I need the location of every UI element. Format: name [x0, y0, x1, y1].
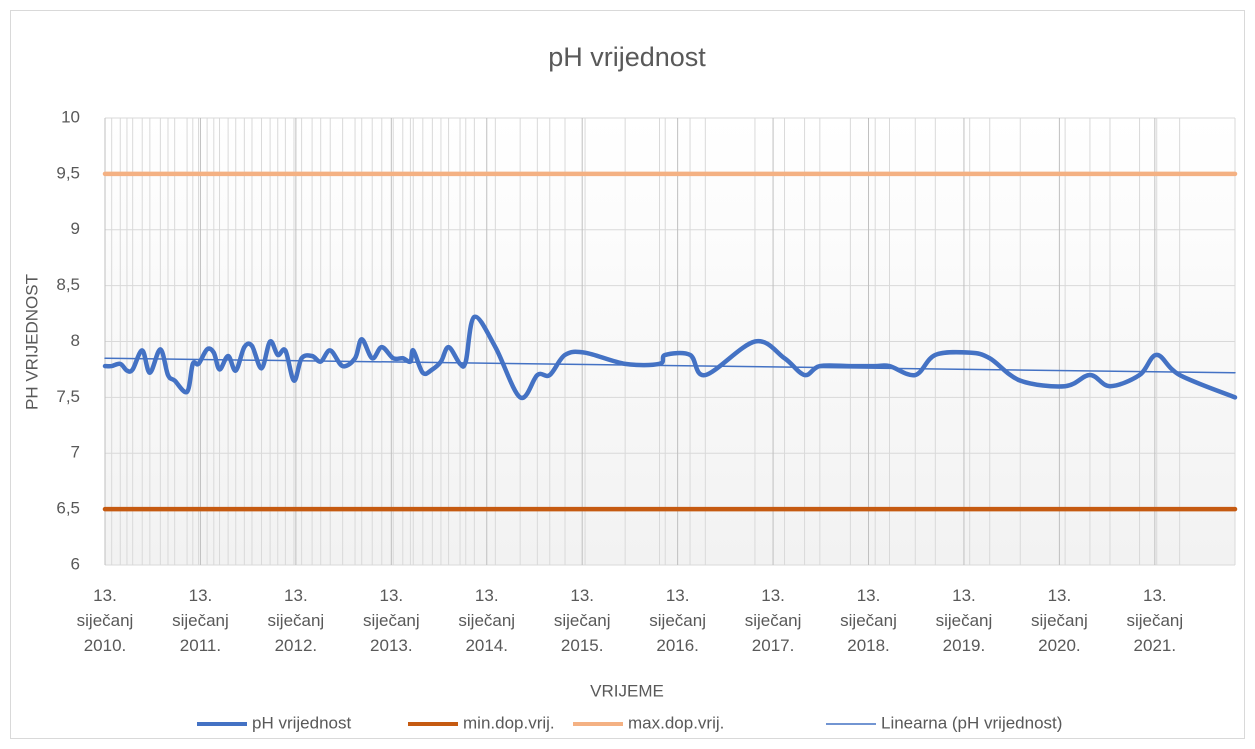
x-tick-label-line: 13.: [761, 586, 785, 605]
x-tick-label: 13. siječanj 2013.: [363, 586, 420, 655]
series-line: [102, 314, 1238, 401]
x-tick-label-line: 13.: [570, 586, 594, 605]
y-tick-label: 8: [71, 331, 80, 350]
x-tick-label-line: 13.: [666, 586, 690, 605]
x-tick-label-line: 2015.: [561, 636, 604, 655]
x-tick-label-line: siječanj: [77, 611, 134, 630]
x-tick-label-line: 2020.: [1038, 636, 1081, 655]
tick-labels: 6 6,5 7 7,5 8 8,5 9 9,5 10 13. siječanj 2010. 13. sij…: [56, 107, 1183, 655]
x-axis-title: VRIJEME: [590, 681, 664, 700]
legend: pH vrijednost min.dop.vrij. max.dop.vrij. L…: [197, 713, 1062, 732]
legend-label: max.dop.vrij.: [628, 713, 724, 732]
legend-label: pH vrijednost: [252, 713, 351, 732]
x-tick-label: 13. siječanj 2014.: [458, 586, 515, 655]
x-tick-label-line: siječanj: [745, 611, 802, 630]
x-tick-label-line: siječanj: [458, 611, 515, 630]
series: [102, 171, 1238, 512]
x-tick-label-line: 2013.: [370, 636, 413, 655]
x-tick-label-line: siječanj: [363, 611, 420, 630]
x-tick-label-line: siječanj: [649, 611, 706, 630]
x-tick-label-line: 13.: [1048, 586, 1072, 605]
y-axis-title: PH VRIJEDNOST: [22, 274, 41, 410]
x-tick-label: 13. siječanj 2021.: [1126, 586, 1183, 655]
y-tick-label: 6,5: [56, 499, 80, 518]
y-tick-label: 6: [71, 554, 80, 573]
y-tick-label: 7,5: [56, 387, 80, 406]
legend-label: min.dop.vrij.: [463, 713, 555, 732]
x-tick-label-line: siječanj: [554, 611, 611, 630]
x-tick-label-line: 2018.: [847, 636, 890, 655]
x-tick-label-line: siječanj: [1031, 611, 1088, 630]
x-tick-label-line: 2017.: [752, 636, 795, 655]
x-tick-label-line: 2011.: [180, 636, 221, 655]
y-tick-label: 8,5: [56, 275, 80, 294]
x-tick-label: 13. siječanj 2010.: [77, 586, 134, 655]
x-tick-label-line: 2019.: [943, 636, 986, 655]
x-tick-label-line: 13.: [475, 586, 499, 605]
x-tick-label-line: siječanj: [1126, 611, 1183, 630]
y-tick-label: 10: [61, 107, 80, 126]
y-tick-label: 9: [71, 219, 80, 238]
x-tick-label-line: 2014.: [465, 636, 508, 655]
x-tick-label-line: 2016.: [656, 636, 699, 655]
x-tick-label-line: siječanj: [172, 611, 229, 630]
x-tick-label-line: siječanj: [936, 611, 993, 630]
legend-label: Linearna (pH vrijednost): [881, 713, 1062, 732]
y-tick-label: 9,5: [56, 163, 80, 182]
x-tick-label-line: 13.: [379, 586, 403, 605]
x-tick-label-line: 13.: [189, 586, 213, 605]
x-tick-label: 13. siječanj 2019.: [936, 586, 993, 655]
x-tick-label-line: 2012.: [275, 636, 318, 655]
x-tick-label-line: 2010.: [84, 636, 127, 655]
series-line: [104, 357, 1236, 374]
x-tick-label: 13. siječanj 2017.: [745, 586, 802, 655]
x-tick-label: 13. siječanj 2016.: [649, 586, 706, 655]
y-tick-label: 7: [71, 443, 80, 462]
chart-title: pH vrijednost: [548, 42, 706, 72]
x-tick-label-line: 13.: [857, 586, 881, 605]
x-tick-label: 13. siječanj 2018.: [840, 586, 897, 655]
x-tick-label: 13. siječanj 2015.: [554, 586, 611, 655]
x-tick-label-line: 13.: [284, 586, 308, 605]
x-tick-label-line: 2021.: [1134, 636, 1177, 655]
x-tick-label: 13. siječanj 2011.: [172, 586, 229, 655]
x-tick-label: 13. siječanj 2012.: [268, 586, 325, 655]
x-tick-label-line: 13.: [952, 586, 976, 605]
x-tick-label-line: siječanj: [268, 611, 325, 630]
x-tick-label-line: siječanj: [840, 611, 897, 630]
x-tick-label-line: 13.: [93, 586, 117, 605]
x-tick-label: 13. siječanj 2020.: [1031, 586, 1088, 655]
x-tick-label-line: 13.: [1143, 586, 1167, 605]
